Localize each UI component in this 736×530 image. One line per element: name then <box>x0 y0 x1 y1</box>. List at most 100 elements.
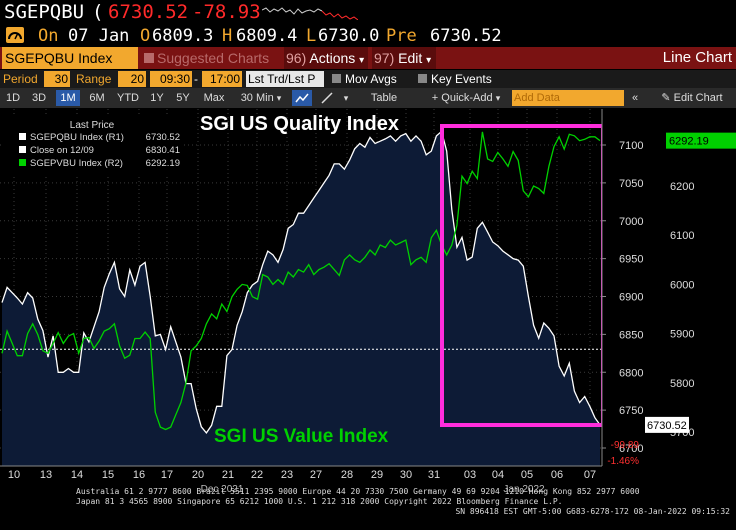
x-tick-label: 20 <box>192 469 204 481</box>
net-change-label: -99.89 <box>611 440 640 451</box>
function-menu: SGEPQBU Index Suggested Charts 96) Actio… <box>0 47 736 69</box>
pre-value: 6730.52 <box>430 26 502 46</box>
axes: 6700675068006850690069507000705071005700… <box>0 109 736 495</box>
ticker[interactable]: SGEPQBU <box>4 1 85 23</box>
add-data-input[interactable]: Add Data <box>512 90 624 106</box>
caret-down-icon: ▾ <box>276 93 282 103</box>
caret-down-icon: ▾ <box>426 55 432 66</box>
period-max[interactable]: Max <box>203 92 225 104</box>
month-label: Jan 2022 <box>503 484 545 495</box>
quality-area-layer <box>2 131 600 466</box>
frequency-label: 30 Min <box>240 92 274 104</box>
edit-chart-button[interactable]: ✎ Edit Chart <box>650 90 734 106</box>
x-tick-label: 14 <box>71 469 83 481</box>
range-input[interactable]: 20 <box>118 71 146 87</box>
edit-label: Edit <box>398 50 423 66</box>
edit-number: 97) <box>374 50 395 66</box>
pre-label: Pre <box>386 26 417 46</box>
caret-down-icon: ▾ <box>495 93 501 103</box>
suggested-label: Suggested Charts <box>157 50 270 66</box>
plus-icon: + <box>431 92 439 104</box>
legend-value: 6292.19 <box>146 158 180 169</box>
period-3d[interactable]: 3D <box>31 92 47 104</box>
footer-contacts: Australia 61 2 9777 8600 Brazil 5511 239… <box>76 487 640 496</box>
time-from-input[interactable]: 09:30 <box>150 71 192 87</box>
caret-down-icon: ▾ <box>359 55 365 66</box>
high-value: 6809.4 <box>236 26 298 46</box>
quick-add-label: Quick-Add <box>441 92 493 104</box>
checkbox-icon <box>418 74 427 83</box>
price-type-select[interactable]: Lst Trd/Lst P <box>246 71 324 87</box>
x-tick-label: 28 <box>341 469 353 481</box>
suggested-charts-button[interactable]: Suggested Charts <box>142 47 280 69</box>
x-tick-label: 29 <box>371 469 383 481</box>
dropdown-icon <box>144 53 154 63</box>
edit-menu[interactable]: 97) Edit ▾ <box>372 47 436 69</box>
legend-value: 6730.52 <box>146 132 180 143</box>
edit-chart-label: Edit Chart <box>673 92 723 104</box>
low-prefix: L <box>306 26 317 46</box>
time-dash: - <box>194 72 198 86</box>
line-chart-type-button[interactable] <box>292 90 312 106</box>
r1-tick-label: 6850 <box>619 329 643 341</box>
value-last-badge-text: 6292.19 <box>669 136 709 148</box>
x-tick-label: 07 <box>584 469 596 481</box>
r1-tick-label: 6950 <box>619 254 643 266</box>
view-title: Line Chart <box>662 49 732 66</box>
actions-menu[interactable]: 96) Actions ▾ <box>284 47 368 69</box>
legend-title: Last Price <box>70 120 115 131</box>
collapse-button[interactable]: « <box>628 90 642 106</box>
actions-number: 96) <box>286 50 307 66</box>
period-6m[interactable]: 6M <box>89 92 105 104</box>
frequency-select[interactable]: 30 Min ▾ <box>234 90 288 106</box>
month-label: Dec 2021 <box>201 484 244 495</box>
x-tick-label: 05 <box>521 469 533 481</box>
x-tick-label: 21 <box>222 469 234 481</box>
price-chart[interactable]: 6700675068006850690069507000705071005700… <box>0 109 736 530</box>
r2-tick-label: 5800 <box>670 378 694 390</box>
period-label: Period <box>3 72 38 86</box>
double-chevron-left-icon: « <box>631 92 639 104</box>
period-1y[interactable]: 1Y <box>150 92 164 104</box>
x-tick-label: 04 <box>492 469 504 481</box>
r2-tick-label: 5900 <box>670 329 694 341</box>
security-label: SGEPQBU Index <box>5 50 113 66</box>
quick-add-button[interactable]: + Quick-Add ▾ <box>424 90 508 106</box>
x-tick-label: 03 <box>464 469 476 481</box>
legend-name: Close on 12/09 <box>30 145 94 156</box>
period-5y[interactable]: 5Y <box>176 92 190 104</box>
key-events-toggle[interactable]: Key Events <box>418 71 492 87</box>
table-button[interactable]: Table <box>370 92 398 104</box>
r1-tick-label: 7100 <box>619 140 643 152</box>
mov-avgs-toggle[interactable]: Mov Avgs <box>332 71 397 87</box>
x-tick-label: 10 <box>8 469 20 481</box>
security-field[interactable]: SGEPQBU Index <box>2 47 138 69</box>
time-to-input[interactable]: 17:00 <box>202 71 242 87</box>
key-events-label: Key Events <box>431 72 492 86</box>
r2-tick-label: 6100 <box>670 230 694 242</box>
legend-box <box>2 117 182 175</box>
quality-series-line <box>1 130 601 434</box>
period-1m[interactable]: 1M <box>56 90 80 106</box>
net-change: -78.93 <box>192 1 261 23</box>
open-value: 6809.3 <box>152 26 214 46</box>
draw-line-tool[interactable] <box>318 90 336 106</box>
value-last-badge <box>666 132 736 149</box>
pct-change-label: -1.46% <box>607 456 639 467</box>
r1-tick-label: 7000 <box>619 216 643 228</box>
mov-avgs-label: Mov Avgs <box>345 72 397 86</box>
series-lines <box>0 130 602 434</box>
value-title-annotation: SGI US Value Index <box>214 426 389 447</box>
period-1d[interactable]: 1D <box>5 92 21 104</box>
legend-swatch <box>19 159 26 166</box>
r2-tick-label: 6200 <box>670 181 694 193</box>
x-tick-label: 06 <box>551 469 563 481</box>
r1-tick-label: 6800 <box>619 367 643 379</box>
annotation-tool[interactable]: ▾ <box>340 90 352 106</box>
x-tick-label: 17 <box>161 469 173 481</box>
quote-date: 07 Jan <box>68 26 130 46</box>
period-ytd[interactable]: YTD <box>117 92 139 104</box>
low-value: 6730.0 <box>318 26 380 46</box>
period-input[interactable]: 30 <box>44 71 70 87</box>
x-tick-label: 22 <box>251 469 263 481</box>
